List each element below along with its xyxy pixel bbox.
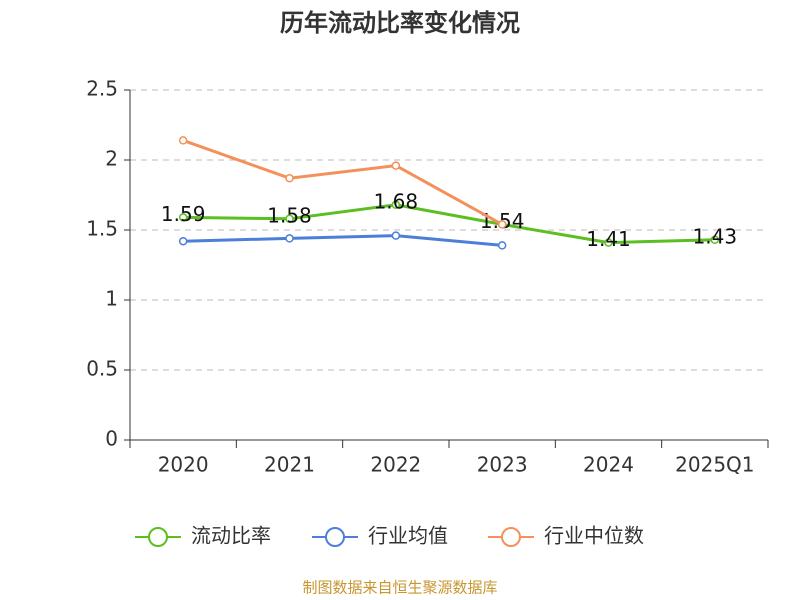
data-point <box>497 220 507 229</box>
data-label: 1.41 <box>586 227 631 251</box>
data-label: 1.58 <box>267 203 312 227</box>
x-tick-label: 2024 <box>583 453 634 477</box>
data-point <box>285 234 294 243</box>
data-point <box>604 238 613 247</box>
legend-label: 行业均值 <box>368 524 448 548</box>
y-tick-label: 1.5 <box>86 217 118 241</box>
source-note: 制图数据来自恒生聚源数据库 <box>302 579 497 597</box>
x-tick-label: 2020 <box>158 453 209 477</box>
data-label: 1.59 <box>161 202 206 226</box>
data-point <box>497 241 507 250</box>
data-point <box>391 161 401 170</box>
chart-title: 历年流动比率变化情况 <box>280 9 520 37</box>
y-tick-label: 0 <box>105 427 118 451</box>
data-label: 1.43 <box>693 224 738 248</box>
y-tick-label: 0.5 <box>86 357 118 381</box>
legend-swatch <box>501 527 521 547</box>
data-label: 1.68 <box>374 189 419 213</box>
legend-swatch <box>325 527 345 547</box>
legend-swatch <box>148 527 168 547</box>
x-tick-label: 2023 <box>477 453 528 477</box>
data-point <box>391 200 401 210</box>
x-tick-label: 2022 <box>370 453 421 477</box>
data-point <box>285 214 294 224</box>
legend-label: 流动比率 <box>191 524 271 548</box>
y-tick-label: 1 <box>105 287 118 311</box>
data-point <box>285 173 294 183</box>
y-tick-label: 2 <box>105 147 118 171</box>
y-tick-label: 2.5 <box>86 77 118 101</box>
x-tick-label: 2025Q1 <box>675 453 754 477</box>
data-point <box>710 235 720 245</box>
data-point <box>391 231 401 240</box>
series-line <box>183 203 715 245</box>
legend-label: 行业中位数 <box>544 524 644 548</box>
series-line <box>182 138 503 226</box>
data-point <box>178 236 188 246</box>
data-point <box>178 136 188 145</box>
series-line <box>183 234 503 247</box>
data-point <box>178 213 188 222</box>
x-tick-label: 2021 <box>264 453 315 477</box>
